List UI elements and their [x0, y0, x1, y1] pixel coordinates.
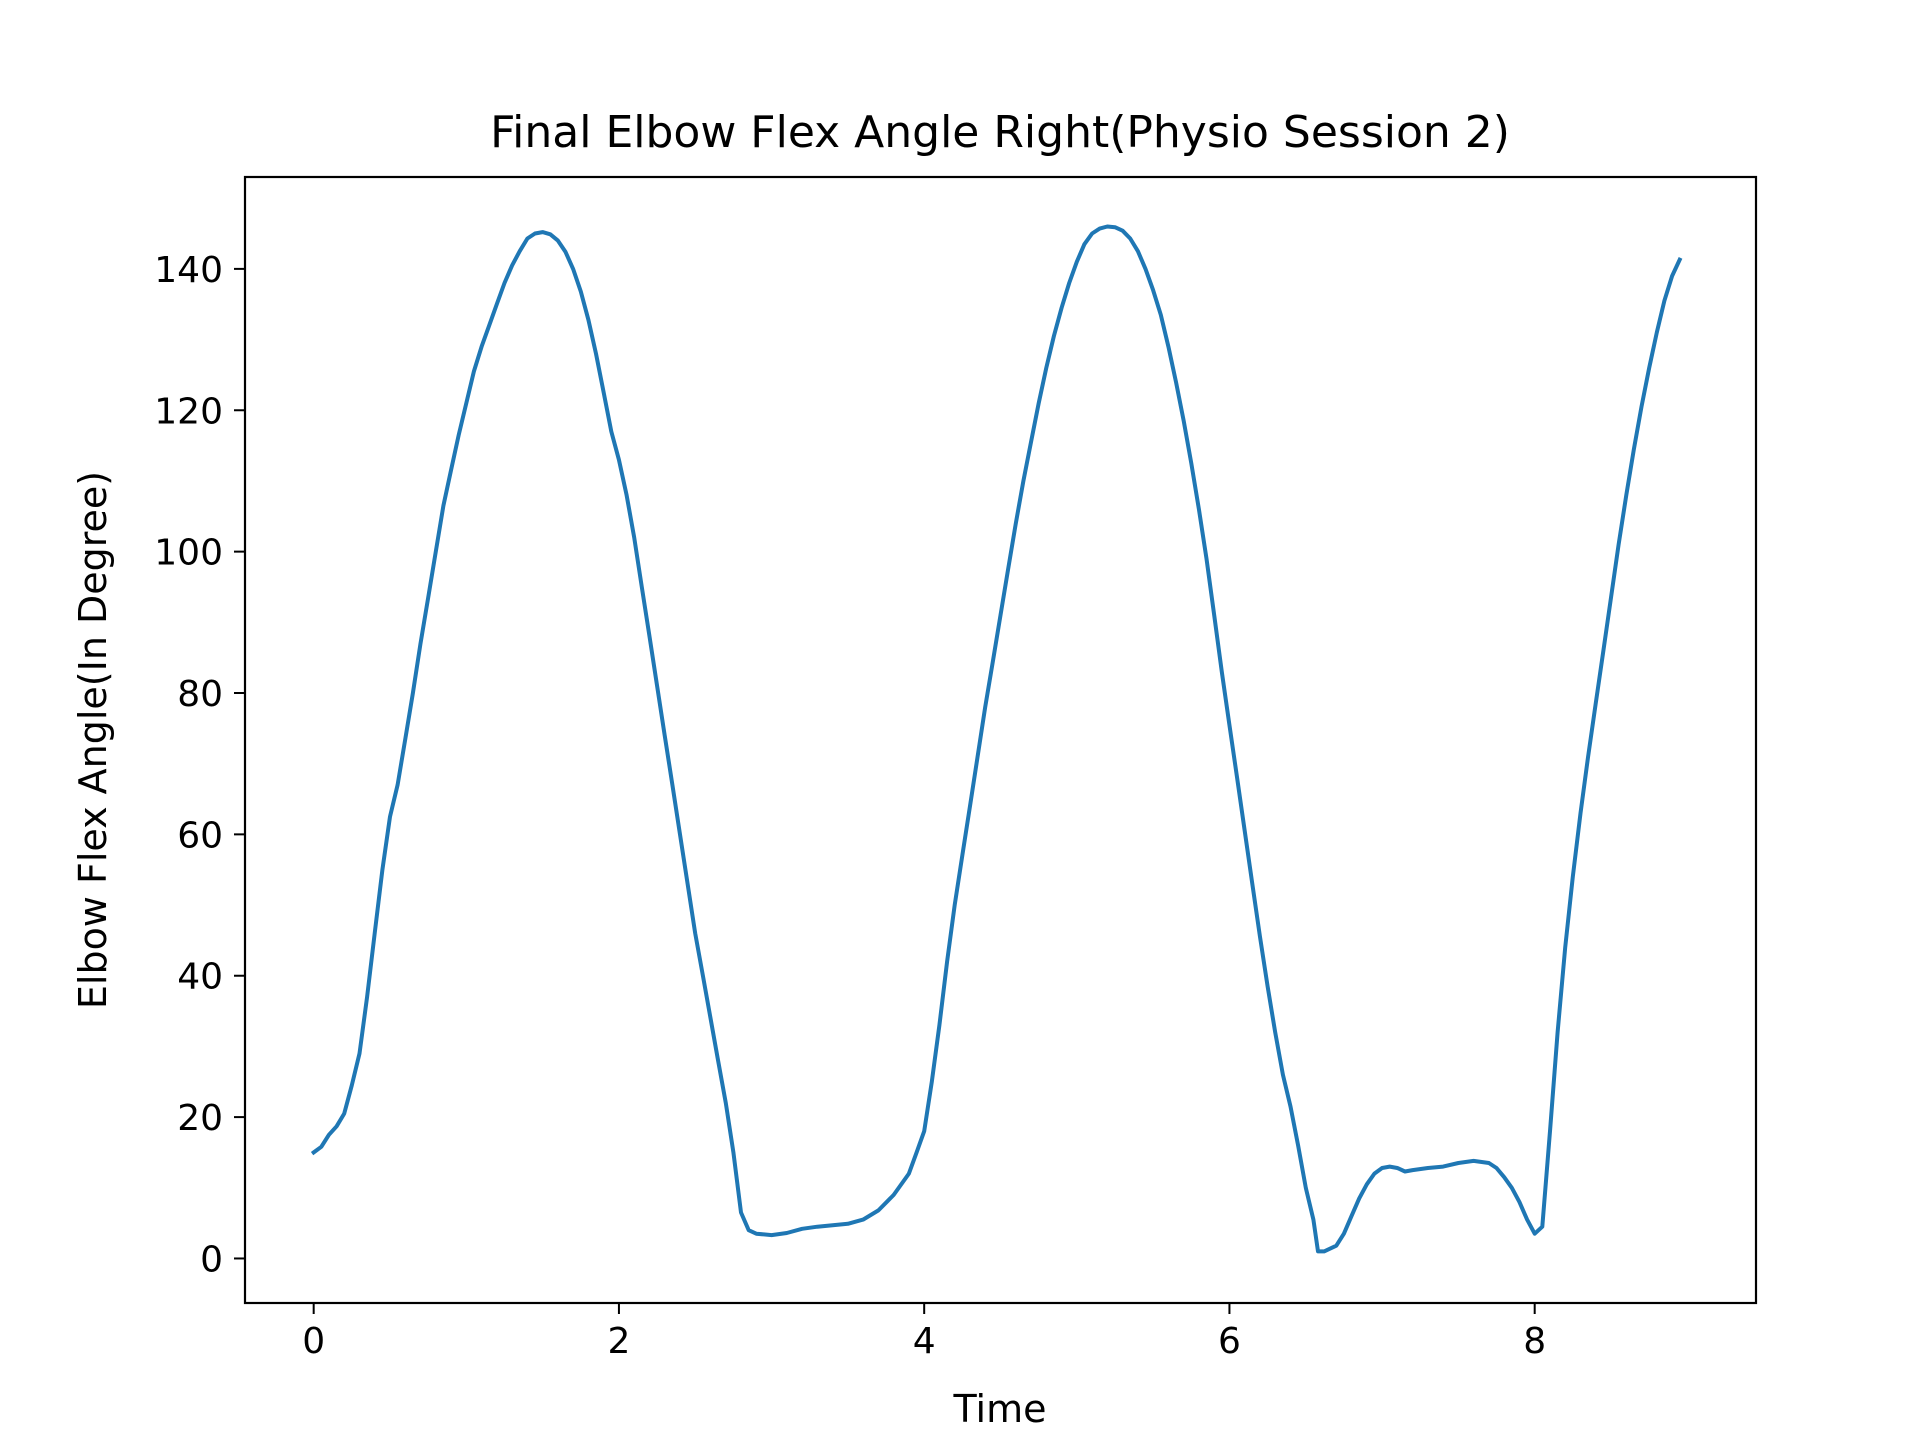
y-axis-label: Elbow Flex Angle(In Degree) [71, 471, 115, 1009]
axes-frame [243, 175, 1758, 1305]
y-tick-label: 20 [177, 1098, 223, 1139]
x-axis: 0 2 4 6 8 [302, 1303, 1546, 1362]
x-tick-label: 6 [1218, 1321, 1241, 1362]
series-line [310, 224, 1683, 1254]
plot-area [243, 175, 1758, 1305]
y-axis: 0 20 40 60 80 100 120 140 [154, 250, 245, 1280]
x-tick-label: 0 [302, 1321, 325, 1362]
y-tick-label: 80 [177, 674, 223, 715]
x-tick-label: 2 [607, 1321, 630, 1362]
chart-title: Final Elbow Flex Angle Right(Physio Sess… [490, 107, 1510, 158]
y-tick-label: 140 [154, 250, 223, 291]
y-tick-label: 100 [154, 533, 223, 574]
x-tick-label: 8 [1523, 1321, 1546, 1362]
y-tick-label: 60 [177, 815, 223, 856]
y-tick-label: 40 [177, 957, 223, 998]
y-tick-label: 0 [200, 1239, 223, 1280]
y-tick-label: 120 [154, 391, 223, 432]
x-axis-label: Time [953, 1387, 1047, 1431]
x-tick-label: 4 [913, 1321, 936, 1362]
